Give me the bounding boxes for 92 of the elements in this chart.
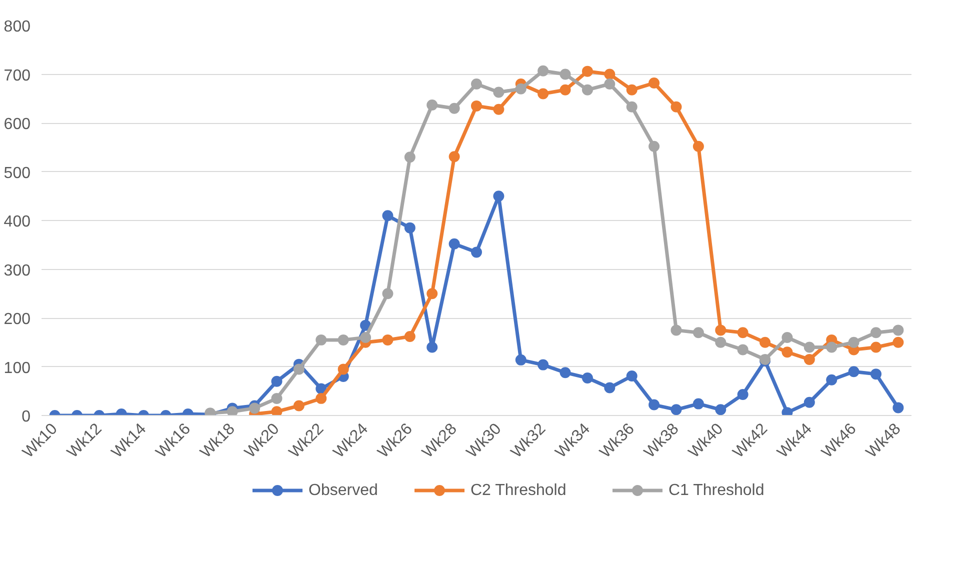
- point: [715, 336, 726, 348]
- point: [493, 104, 504, 115]
- point: [538, 65, 549, 76]
- point: [582, 84, 593, 96]
- point: [471, 78, 482, 90]
- y-tick-label: 100: [4, 360, 31, 377]
- point: [782, 346, 793, 358]
- point: [804, 396, 815, 408]
- point: [515, 83, 526, 94]
- point: [249, 402, 260, 414]
- y-tick-label: 0: [22, 408, 31, 426]
- point: [670, 324, 682, 336]
- point: [360, 332, 372, 343]
- y-tick-label: 500: [4, 164, 31, 182]
- point: [760, 336, 771, 348]
- point: [493, 86, 504, 98]
- point: [582, 372, 593, 384]
- point: [515, 354, 526, 366]
- point: [715, 324, 726, 336]
- point: [560, 68, 571, 80]
- point: [560, 84, 571, 96]
- point: [382, 288, 394, 300]
- point: [404, 152, 416, 163]
- point: [316, 334, 327, 346]
- point: [448, 238, 460, 250]
- point: [892, 324, 904, 336]
- point: [493, 190, 504, 202]
- point: [382, 210, 394, 222]
- point: [870, 342, 882, 353]
- point: [293, 364, 304, 375]
- point: [737, 327, 748, 338]
- point: [538, 359, 549, 370]
- point: [316, 383, 327, 394]
- legend-label: Observed: [308, 482, 378, 499]
- point: [226, 406, 238, 416]
- point: [404, 222, 416, 234]
- point: [737, 389, 748, 400]
- point: [804, 354, 815, 365]
- point: [271, 406, 282, 416]
- point: [338, 364, 349, 375]
- point: [471, 246, 482, 258]
- point: [360, 320, 372, 331]
- point: [316, 392, 327, 404]
- point: [692, 140, 704, 152]
- point: [471, 100, 482, 112]
- point: [560, 367, 571, 378]
- point: [737, 344, 748, 356]
- y-tick-label: 600: [4, 116, 31, 133]
- point: [892, 402, 904, 414]
- point: [826, 374, 838, 386]
- point: [870, 327, 882, 338]
- point: [892, 336, 904, 348]
- point: [648, 140, 660, 152]
- point: [715, 404, 726, 416]
- point: [426, 99, 438, 110]
- point: [692, 327, 704, 338]
- point: [870, 368, 882, 380]
- point: [626, 370, 638, 382]
- point: [448, 151, 460, 162]
- point: [670, 101, 682, 112]
- point: [582, 66, 593, 77]
- point: [538, 88, 549, 100]
- point: [604, 382, 616, 394]
- point: [426, 342, 438, 353]
- legend-label: C2 Threshold: [470, 482, 566, 499]
- point: [782, 332, 793, 343]
- point: [626, 84, 638, 96]
- y-tick-label: 700: [4, 67, 31, 84]
- point: [338, 334, 349, 346]
- point: [426, 288, 438, 300]
- point: [848, 366, 860, 378]
- y-tick-label: 200: [4, 311, 31, 328]
- point: [293, 400, 304, 412]
- point: [271, 376, 282, 387]
- point: [670, 404, 682, 416]
- point: [826, 342, 838, 353]
- y-tick-label: 400: [4, 214, 31, 230]
- point: [271, 392, 282, 404]
- y-tick-label: 800: [4, 18, 31, 36]
- y-tick-label: 300: [4, 262, 31, 280]
- point: [382, 334, 394, 346]
- point: [804, 342, 815, 353]
- point: [692, 398, 704, 410]
- point: [626, 101, 638, 112]
- point: [604, 78, 616, 90]
- point: [648, 78, 660, 89]
- point: [604, 68, 616, 80]
- point: [404, 331, 416, 342]
- point: [848, 336, 860, 348]
- legend-label: C1 Threshold: [668, 482, 764, 499]
- point: [648, 399, 660, 410]
- point: [448, 102, 460, 114]
